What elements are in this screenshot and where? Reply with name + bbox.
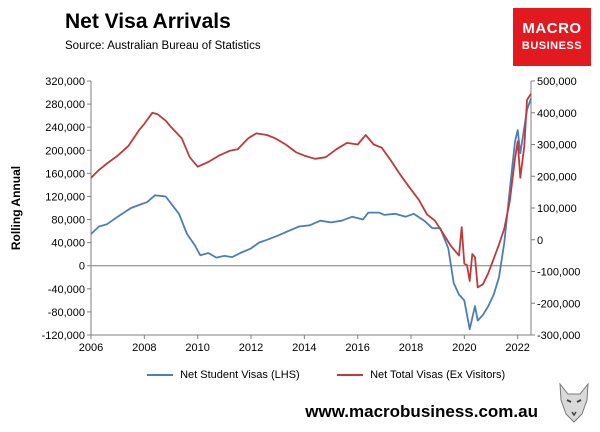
x-tick-label: 2018	[399, 342, 423, 354]
logo-line-1: MACRO	[522, 20, 582, 37]
right-tick-label: 500,000	[537, 76, 577, 88]
x-tick-label: 2008	[132, 342, 156, 354]
left-tick-label: 0	[79, 261, 85, 273]
x-tick-label: 2014	[292, 342, 316, 354]
macrobusiness-logo: MACRO BUSINESS	[513, 8, 591, 66]
left-tick-label: 200,000	[45, 145, 85, 157]
left-tick-label: 320,000	[45, 76, 85, 88]
right-tick-label: 100,000	[537, 203, 577, 215]
left-tick-label: 280,000	[45, 99, 85, 111]
legend-student: Net Student Visas (LHS)	[147, 369, 300, 381]
series-line-total	[90, 93, 532, 289]
website-url: www.macrobusiness.com.au	[305, 402, 538, 421]
legend-swatch-total	[337, 374, 363, 377]
left-tick-label: 40,000	[51, 238, 85, 250]
logo-line-2: BUSINESS	[521, 40, 583, 52]
wolf-logo-icon	[559, 382, 589, 423]
series-line-student	[90, 98, 532, 331]
chart-source: Source: Australian Bureau of Statistics	[65, 40, 261, 52]
x-tick-label: 2010	[185, 342, 209, 354]
left-tick-label: -40,000	[48, 284, 85, 296]
left-tick-label: 160,000	[45, 168, 85, 180]
left-tick-label: 80,000	[51, 215, 85, 227]
x-tick-label: 2006	[79, 342, 103, 354]
right-tick-label: -100,000	[537, 267, 580, 279]
legend-label-total: Net Total Visas (Ex Visitors)	[370, 369, 506, 381]
x-tick-label: 2016	[345, 342, 369, 354]
chart-title: Net Visa Arrivals	[65, 10, 231, 33]
right-tick-label: 0	[537, 235, 543, 247]
x-tick-label: 2012	[239, 342, 263, 354]
legend-total: Net Total Visas (Ex Visitors)	[337, 369, 505, 381]
right-tick-label: 300,000	[537, 140, 577, 152]
x-tick-label: 2022	[505, 342, 529, 354]
legend-label-student: Net Student Visas (LHS)	[180, 369, 300, 381]
legend-swatch-student	[147, 374, 173, 377]
right-tick-label: 200,000	[537, 171, 577, 183]
left-tick-label: -120,000	[42, 330, 85, 342]
left-tick-label: 120,000	[45, 191, 85, 203]
x-tick-label: 2020	[452, 342, 476, 354]
left-tick-label: -80,000	[48, 307, 85, 319]
right-tick-label: -200,000	[537, 298, 580, 310]
right-tick-label: -300,000	[537, 330, 580, 342]
right-tick-label: 400,000	[537, 108, 577, 120]
y-axis-title: Rolling Annual	[9, 166, 23, 250]
left-tick-label: 240,000	[45, 122, 85, 134]
